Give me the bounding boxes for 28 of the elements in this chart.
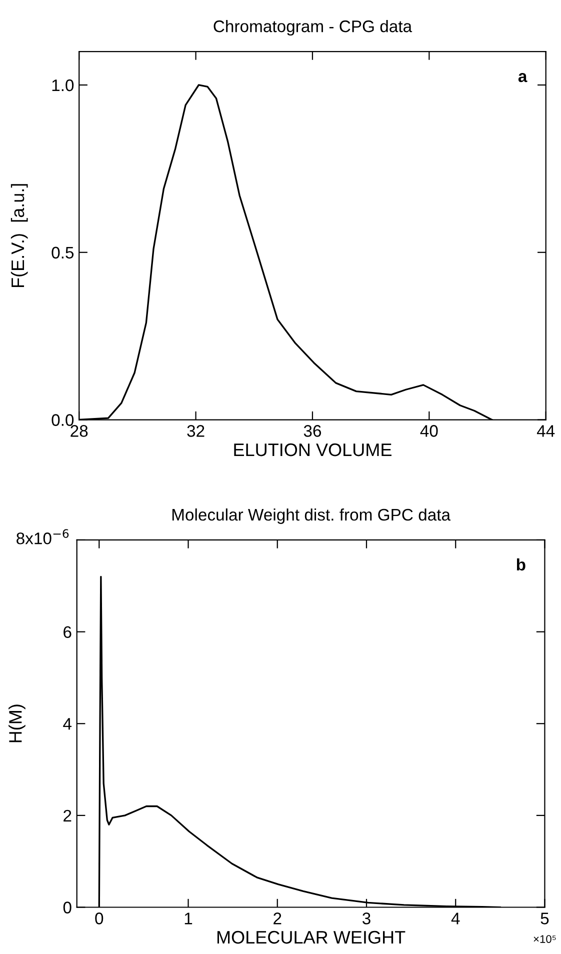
- y-tick-label: 0.5: [52, 246, 74, 259]
- x-tick-label: 1: [184, 912, 192, 924]
- y-axis-title: F(E.V.) [a.u.]: [10, 184, 28, 288]
- x-tick-label: 0: [95, 912, 104, 924]
- x-axis-title: ELUTION VOLUME: [234, 443, 392, 456]
- x-tick-label: 32: [187, 425, 204, 437]
- x-tick-label: 5: [540, 912, 549, 924]
- y-axis-title: H(M): [8, 704, 26, 742]
- x-tick-label: 36: [304, 425, 322, 437]
- annotation: a: [518, 73, 528, 82]
- text: 8x10$^{−6}$: [16, 529, 69, 544]
- text: ×10⁵: [534, 935, 556, 943]
- chart-title: Chromatogram - CPG data: [214, 20, 412, 36]
- x-tick-label: 44: [536, 425, 555, 437]
- y-tick-label: 0: [63, 902, 72, 914]
- annotation: b: [516, 558, 526, 571]
- y-tick-label: 2: [64, 810, 72, 822]
- x-tick-label: 4: [451, 912, 460, 924]
- x-tick-label: 2: [274, 912, 282, 924]
- x-tick-label: 28: [70, 425, 88, 437]
- y-tick-label: 4: [63, 718, 72, 730]
- y-tick-label: 1.0: [52, 79, 74, 92]
- y-tick-label: 0.0: [52, 414, 74, 426]
- x-tick-label: 3: [362, 912, 370, 924]
- x-tick-label: 40: [420, 425, 438, 437]
- y-tick-label: 6: [64, 626, 72, 638]
- chart-title: Molecular Weight dist. from GPC data: [172, 508, 451, 524]
- x-axis-title: MOLECULAR WEIGHT: [217, 930, 406, 944]
